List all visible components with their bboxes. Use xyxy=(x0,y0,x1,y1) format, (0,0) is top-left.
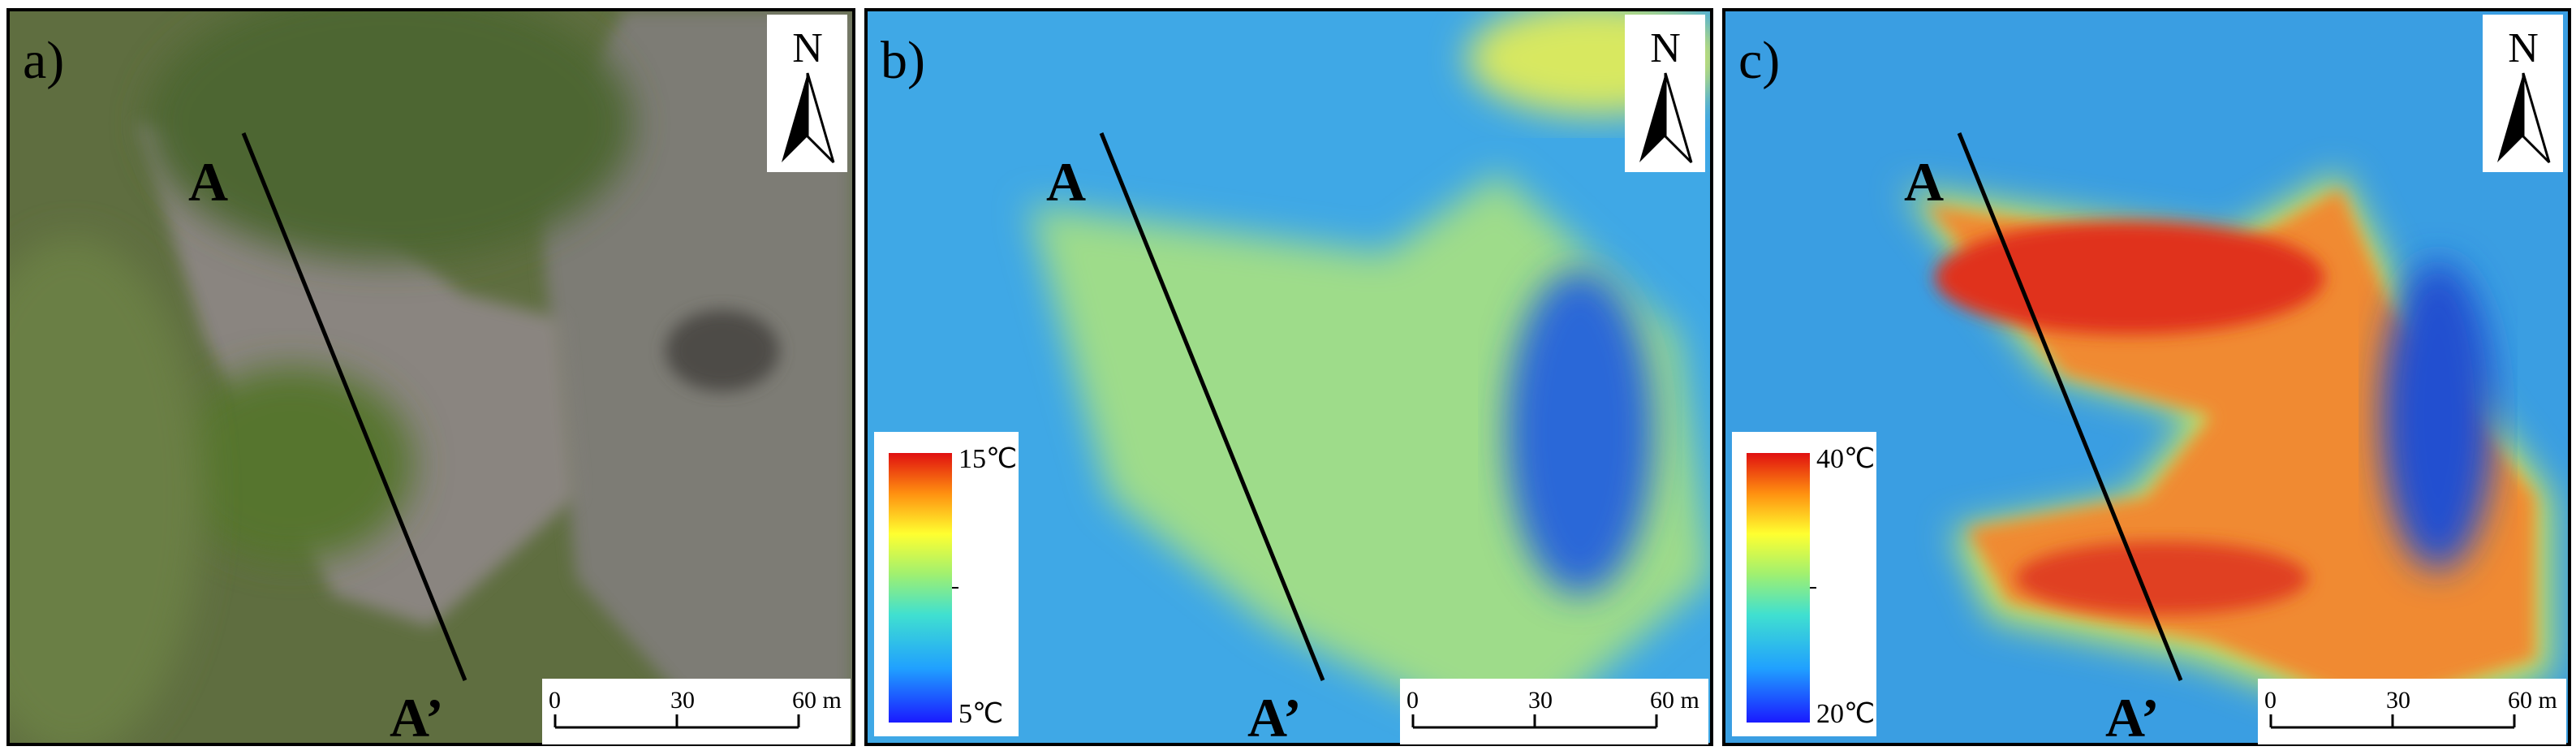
panel-label: c) xyxy=(1738,31,1780,90)
colorbar-max: 15℃ xyxy=(958,444,1017,474)
arrow-right xyxy=(1664,72,1693,164)
scale-label: 0 xyxy=(1406,687,1419,714)
arrow-right xyxy=(2522,72,2551,164)
panel-label: a) xyxy=(23,31,64,90)
colorbar: 15℃ 5℃ xyxy=(874,432,1019,736)
colorbar-min: 20℃ xyxy=(1816,699,1875,729)
profile-start: A xyxy=(188,151,228,213)
profile-end: A’ xyxy=(2105,687,2160,749)
profile-start: A xyxy=(1904,151,1944,213)
cool-zone xyxy=(1507,270,1653,594)
colorbar-ramp xyxy=(1747,453,1810,723)
panel-image xyxy=(1724,10,2570,744)
profile-end: A’ xyxy=(1247,687,1302,749)
ravine xyxy=(138,123,576,627)
north-label: N xyxy=(2508,25,2539,71)
panel-border xyxy=(1722,8,2571,746)
scale-label: 0 xyxy=(2264,687,2277,714)
panel-label: b) xyxy=(881,31,925,90)
scale-box xyxy=(1400,679,1708,744)
panel-border xyxy=(864,8,1713,746)
profile-line xyxy=(1099,132,1325,681)
panel-image xyxy=(8,10,854,744)
scale-label: 30 xyxy=(1528,687,1553,714)
hottest-zone xyxy=(1935,221,2324,334)
north-label: N xyxy=(1650,25,1681,71)
scale-bar: 0 30 60 m xyxy=(1400,679,1708,744)
north-arrow: N xyxy=(1625,15,1705,172)
colorbar-max: 40℃ xyxy=(1816,444,1875,474)
scale-bar: 0 30 60 m xyxy=(2258,679,2566,744)
panel: a) A A’ N 0 30 60 m xyxy=(6,8,855,749)
north-arrow: N xyxy=(2483,15,2563,172)
scale-label: 30 xyxy=(2386,687,2410,714)
arrow-left xyxy=(2497,73,2523,162)
arrow-left xyxy=(782,73,808,162)
scale-bar: 0 30 60 m xyxy=(542,679,851,744)
colorbar-min: 5℃ xyxy=(958,699,1003,729)
cool-zone xyxy=(2381,261,2495,570)
arrow-right xyxy=(806,72,835,164)
panel-border xyxy=(6,8,855,746)
scale-label: 60 m xyxy=(1650,687,1699,714)
panel: b) A A’ N 0 30 60 m 15℃ 5℃ xyxy=(864,8,1713,749)
scale-label: 60 m xyxy=(2508,687,2557,714)
profile-line xyxy=(241,132,467,681)
profile-line xyxy=(1957,132,2183,681)
hottest-zone xyxy=(2016,541,2308,615)
forest xyxy=(8,237,203,744)
profile-start: A xyxy=(1046,151,1086,213)
scale-label: 60 m xyxy=(792,687,842,714)
colorbar-ramp xyxy=(889,453,952,723)
rock-shadow xyxy=(666,310,779,391)
panel: c) A A’ N 0 30 60 m 40℃ 20℃ xyxy=(1722,8,2571,749)
north-label: N xyxy=(792,25,823,71)
scale-label: 30 xyxy=(670,687,695,714)
north-arrow: N xyxy=(767,15,847,172)
profile-end: A’ xyxy=(390,687,444,749)
colorbar: 40℃ 20℃ xyxy=(1732,432,1876,736)
forest xyxy=(170,367,414,562)
scale-box xyxy=(2258,679,2566,744)
arrow-left xyxy=(1639,73,1665,162)
scale-box xyxy=(542,679,851,744)
scale-label: 0 xyxy=(549,687,561,714)
